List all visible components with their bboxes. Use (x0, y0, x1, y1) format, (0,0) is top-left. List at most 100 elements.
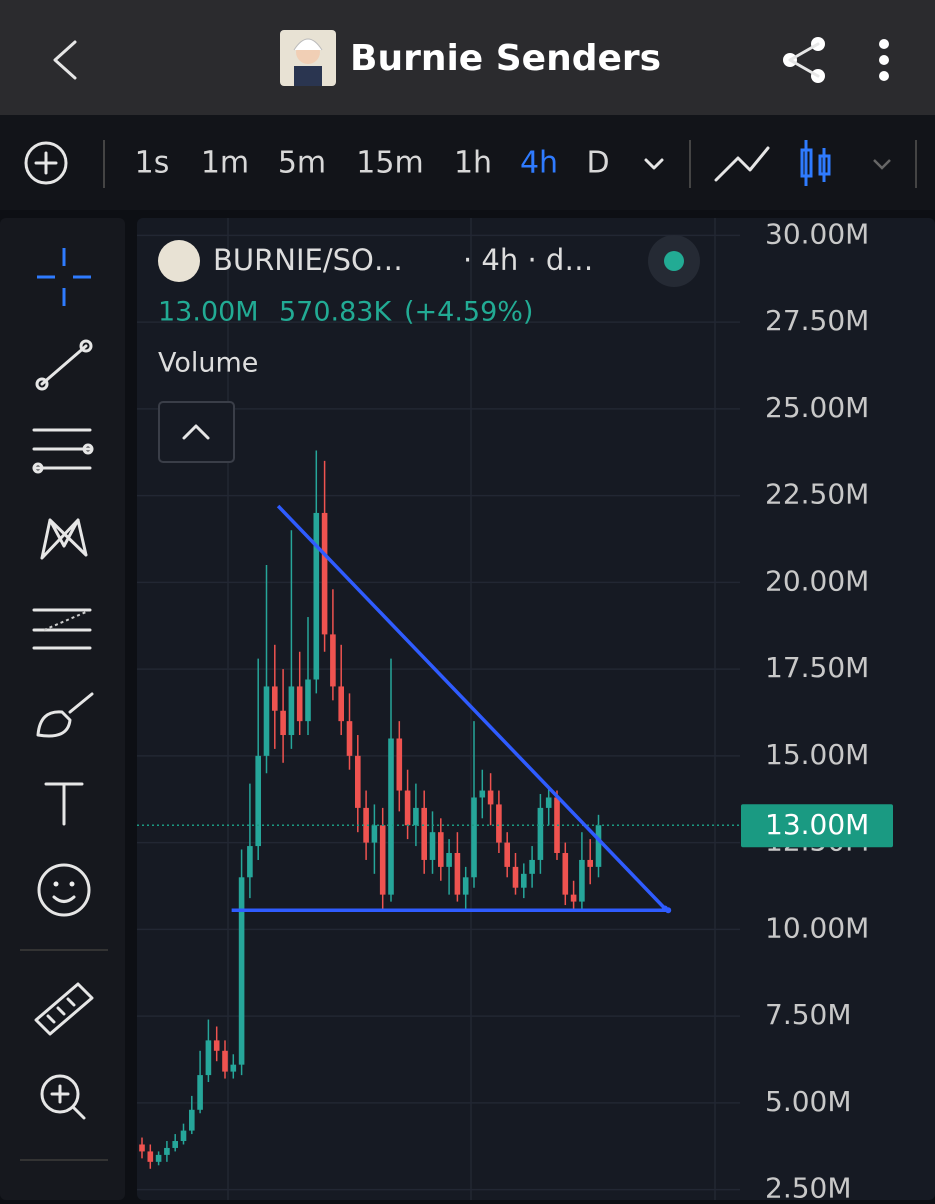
back-button[interactable] (53, 40, 77, 80)
candle-body (197, 1075, 203, 1110)
ruler-tool[interactable] (34, 982, 94, 1036)
interval-dropdown[interactable] (644, 158, 664, 170)
trendline-tool[interactable] (35, 339, 93, 391)
pattern-tool[interactable] (40, 518, 88, 560)
candle-body (346, 721, 353, 756)
candle-body (164, 1147, 170, 1155)
candle-body (537, 807, 544, 860)
y-tick-label: 7.50M (765, 998, 852, 1031)
symbol-name[interactable]: BURNIE/SO… (213, 243, 403, 277)
candle-body (529, 859, 535, 874)
add-button[interactable] (24, 141, 68, 185)
style-dropdown[interactable] (873, 159, 891, 170)
candle-body (595, 825, 602, 867)
candle-body (429, 832, 436, 860)
trendline-handle[interactable] (665, 907, 672, 914)
symbol-meta: · 4h · d… (463, 243, 593, 277)
status-dot (664, 251, 684, 271)
fib-tool[interactable] (32, 428, 94, 474)
candle-body (496, 804, 502, 843)
y-tick-label: 27.50M (765, 304, 869, 337)
candle-body (446, 853, 452, 867)
candle-style-button[interactable] (800, 140, 831, 186)
candle-body (263, 686, 270, 756)
zoom-tool[interactable] (40, 1074, 86, 1120)
candle-body (379, 825, 386, 895)
crosshair-tool[interactable] (37, 248, 91, 306)
candle-body (570, 894, 577, 902)
interval-button[interactable]: D (586, 146, 609, 181)
candle-body (230, 1064, 237, 1072)
candle-body (521, 873, 527, 888)
candle-body (313, 512, 320, 680)
y-tick-label: 17.50M (765, 651, 869, 684)
candle-body (438, 832, 444, 867)
emoji-tool[interactable] (37, 863, 91, 917)
candle-body (545, 797, 552, 808)
candle-body (180, 1130, 187, 1142)
candle-body (147, 1151, 154, 1162)
tool-panel (0, 218, 125, 1200)
candle-body (338, 686, 344, 722)
legend: BURNIE/SO… · 4h · d… 13.00M 570.83K (+4.… (158, 235, 700, 463)
candle-body (404, 790, 411, 826)
price-label-box (741, 804, 893, 848)
collapse-button[interactable] (158, 401, 235, 463)
interval-group: 1s 1m 5m 15m 1h 4h D (135, 146, 610, 181)
candle-body (413, 807, 419, 826)
candle-body (421, 807, 427, 860)
line-style-button[interactable] (714, 146, 770, 182)
symbol-icon (158, 240, 200, 282)
candle-body (388, 738, 394, 895)
candle-body (355, 755, 361, 808)
y-tick-label: 2.50M (765, 1172, 852, 1200)
y-tick-label: 25.00M (765, 391, 869, 424)
grid (137, 218, 740, 1200)
candle-body (462, 877, 469, 895)
y-tick-label: 10.00M (765, 911, 869, 944)
interval-button[interactable]: 4h (520, 146, 558, 181)
y-tick-label: 5.00M (765, 1085, 852, 1118)
candle-body (280, 710, 286, 736)
y-tick-label: 30.00M (765, 217, 869, 250)
chart-panel (137, 218, 935, 1200)
candle-body (305, 679, 311, 722)
study-name[interactable]: Volume (158, 348, 258, 379)
more-button[interactable] (879, 39, 889, 81)
candle-body (205, 1040, 212, 1076)
interval-button[interactable]: 15m (356, 146, 423, 181)
candle-body (587, 859, 593, 867)
toolbar (0, 115, 935, 210)
candle-body (247, 846, 253, 878)
candle-body (562, 853, 569, 895)
interval-button[interactable]: 1m (201, 146, 249, 181)
brush-tool[interactable] (36, 692, 94, 738)
candle-body (155, 1154, 162, 1162)
change-pct: (+4.59%) (404, 297, 533, 328)
interval-button[interactable]: 1h (454, 146, 492, 181)
interval-button[interactable]: 1s (135, 146, 170, 181)
last-price: 13.00M (158, 297, 259, 328)
candle-body (396, 738, 403, 791)
candle-body (479, 790, 486, 798)
candle-body (222, 1050, 228, 1072)
candle-body (238, 877, 245, 1065)
plot-area (137, 450, 740, 1169)
y-tick-label: 15.00M (765, 738, 869, 771)
interval-button[interactable]: 5m (278, 146, 326, 181)
candle-body (189, 1109, 195, 1131)
candle-body (272, 686, 278, 711)
candle-body (288, 686, 295, 736)
candle-body (371, 825, 378, 843)
candle-body (504, 842, 510, 867)
share-button[interactable] (783, 37, 825, 83)
candle-body (255, 755, 261, 847)
text-tool[interactable] (44, 782, 84, 826)
candle-body (454, 853, 461, 895)
candle-body (213, 1040, 220, 1051)
trendline[interactable] (276, 504, 667, 910)
forecast-tool[interactable] (32, 608, 92, 650)
candle-body (363, 807, 369, 843)
